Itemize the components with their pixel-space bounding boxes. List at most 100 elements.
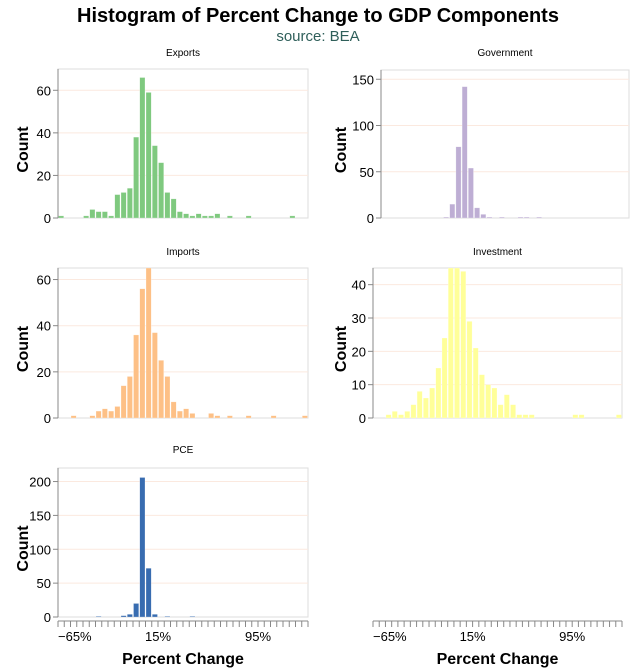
histogram-bar (486, 216, 493, 218)
histogram-bar (189, 215, 196, 218)
panel-pce: PCE 0 50 100 150 200 Count (15, 445, 309, 625)
histogram-bar (410, 404, 417, 418)
y-tick-label: 10 (352, 378, 366, 393)
y-tick-label: 20 (352, 344, 366, 359)
histogram-bar (391, 411, 398, 418)
histogram-bar (152, 145, 158, 218)
plot-frame (380, 69, 630, 219)
histogram-bar (455, 146, 462, 218)
histogram-bar (468, 167, 474, 218)
y-axis-title: Count (15, 126, 32, 173)
histogram-bar (145, 567, 152, 617)
histogram-bar (83, 215, 89, 218)
y-axis-title: Count (333, 325, 350, 372)
panel-title: Exports (166, 48, 200, 59)
y-tick-label: 40 (352, 278, 366, 293)
y-axis-title: Count (15, 325, 32, 372)
histogram-bar (572, 414, 579, 418)
histogram-bar (152, 614, 158, 617)
histogram-bar (454, 268, 460, 418)
y-tick-label: 50 (37, 576, 51, 591)
histogram-bar (423, 397, 429, 418)
panel-title: PCE (173, 445, 194, 456)
histogram-bar (183, 213, 189, 218)
histogram-bar (385, 414, 392, 418)
bars (385, 268, 622, 418)
y-tick-label: 150 (352, 72, 374, 87)
histogram-bar (479, 374, 485, 418)
x-tick-label: 15% (145, 629, 171, 644)
y-tick-label: 0 (367, 211, 374, 226)
histogram-bar (127, 614, 133, 617)
y-tick-label: 0 (359, 411, 366, 426)
histogram-bar (461, 86, 468, 218)
histogram-bar (158, 360, 164, 418)
bars (70, 268, 308, 418)
histogram-bar (183, 408, 189, 418)
histogram-bar (449, 203, 456, 218)
histogram-bar (472, 347, 479, 418)
histogram-bar (89, 209, 96, 218)
y-tick-label: 0 (44, 211, 51, 226)
histogram-bar (95, 410, 102, 418)
histogram-bar (170, 198, 177, 218)
histogram-bar (139, 288, 146, 418)
histogram-bar (245, 415, 252, 418)
histogram-bar (443, 216, 449, 218)
plot-frame (57, 68, 309, 219)
y-tick-label: 60 (37, 83, 51, 98)
histogram-bar (491, 387, 498, 418)
y-axis-title: Count (333, 126, 350, 173)
histogram-bar (441, 337, 448, 418)
histogram-bar (158, 162, 164, 218)
histogram-bar (227, 415, 233, 418)
histogram-bar (177, 410, 183, 418)
panel-imports: Imports 0 20 40 60 Count (15, 247, 309, 426)
histogram-bar (517, 216, 524, 218)
histogram-bar (503, 394, 510, 418)
histogram-bar (497, 404, 504, 418)
x-tick-label: −65% (58, 629, 92, 644)
histogram-bar (127, 187, 133, 218)
histogram-bar (164, 192, 171, 218)
histogram-bar (227, 215, 233, 218)
x-axis-title: Percent Change (437, 651, 559, 668)
chart-title: Histogram of Percent Change to GDP Compo… (77, 5, 559, 27)
histogram-bar (127, 376, 133, 418)
histogram-bar (108, 215, 114, 218)
histogram-bar (404, 411, 411, 418)
bars (95, 477, 196, 617)
histogram-bar (214, 213, 221, 218)
histogram-bar (139, 477, 146, 617)
y-tick-label: 0 (44, 411, 51, 426)
x-axis-left: −65% 15% 95%Percent Change (57, 620, 309, 668)
histogram-bar (578, 414, 585, 418)
histogram-bar (145, 92, 152, 218)
histogram-bar (289, 215, 296, 218)
y-tick-label: 100 (352, 119, 374, 134)
x-axis-right: −65% 15% 95%Percent Change (372, 620, 623, 668)
histogram-bar (120, 385, 127, 418)
histogram-bar (95, 616, 102, 617)
histogram-bar (145, 268, 152, 418)
bars (443, 86, 542, 218)
histogram-bar (164, 616, 171, 617)
plot-frame (372, 267, 623, 419)
y-tick-label: 0 (44, 610, 51, 625)
histogram-bar (499, 216, 505, 218)
histogram-bar (170, 401, 177, 418)
y-tick-label: 200 (29, 475, 51, 490)
plot-frame (57, 267, 309, 419)
histogram-bar (447, 268, 454, 418)
histogram-bar (485, 384, 492, 418)
y-tick-label: 40 (37, 319, 51, 334)
histogram-bar (616, 414, 622, 418)
y-tick-label: 30 (352, 311, 366, 326)
histogram-bar (536, 216, 542, 218)
histogram-bar (398, 414, 404, 418)
histogram-bar (164, 376, 171, 418)
histogram-bar (139, 77, 146, 218)
histogram-bar (528, 414, 535, 418)
histogram-bar (435, 367, 442, 418)
